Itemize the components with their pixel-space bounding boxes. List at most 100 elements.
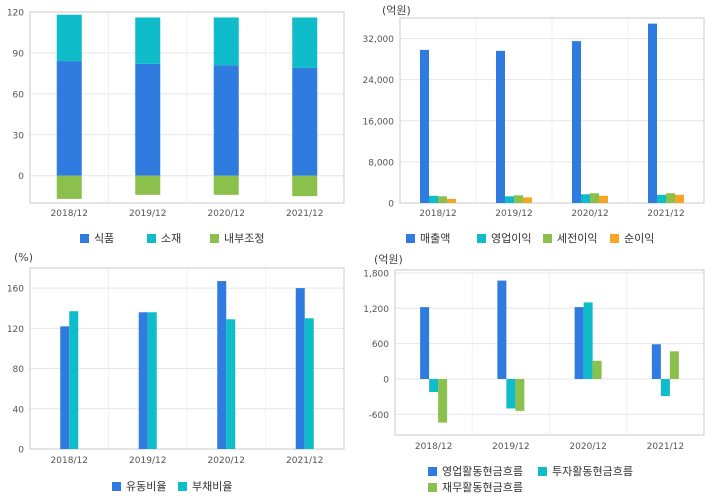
plot-frame	[399, 17, 705, 204]
legend-item[interactable]: 영업이익	[477, 230, 531, 246]
bar	[304, 318, 314, 449]
x-tick-label: 2018/12	[51, 456, 88, 466]
bar	[497, 280, 507, 380]
bar	[135, 175, 161, 195]
bar	[505, 196, 514, 203]
legend-label: 영업이익	[491, 232, 532, 245]
bar	[69, 311, 79, 449]
y-tick-label: 60	[13, 90, 25, 100]
legend-label: 재무활동현금흐름	[442, 481, 523, 494]
x-tick-label: 2019/12	[129, 209, 166, 219]
bar	[429, 195, 438, 203]
legend-swatch	[406, 234, 415, 243]
segment-chart: 0 30 60 90 120 2018/12 2019/12 2020/12 2021/12 식…	[0, 0, 360, 248]
bar	[420, 307, 430, 380]
bar	[295, 288, 305, 449]
x-tick-label: 2020/12	[208, 209, 245, 219]
bar	[226, 319, 236, 449]
y-tick-label: 30	[13, 131, 25, 141]
legend-item[interactable]: 유동비율	[112, 478, 166, 494]
legend-item[interactable]: 부채비율	[178, 478, 232, 494]
legend-item[interactable]: 세전이익	[543, 230, 597, 246]
x-tick-label: 2020/12	[208, 456, 245, 466]
bar	[590, 193, 599, 203]
legend-item[interactable]: 영업활동현금흐름	[428, 463, 523, 479]
income-chart-plot: 0 8,000 16,000 24,000 32,000 2018/12 2019/12 20…	[363, 17, 705, 219]
bar	[438, 196, 447, 203]
legend-label: 식품	[94, 232, 115, 245]
bar	[515, 379, 525, 411]
legend-item[interactable]: 매출액	[406, 230, 450, 246]
bar	[60, 326, 70, 449]
bar	[56, 175, 82, 199]
legend-label: 영업활동현금흐름	[442, 465, 523, 478]
bar	[583, 302, 593, 380]
chart-unit: (%)	[14, 251, 34, 264]
y-tick-label: 24,000	[363, 76, 395, 86]
ratio-chart: (%) 0 40 80 120 160 2018/12 2019/12 2020/12 2021…	[0, 248, 360, 496]
x-tick-label: 2019/12	[492, 442, 529, 452]
y-tick-label: 90	[13, 49, 25, 59]
bar	[523, 197, 532, 203]
bar	[56, 61, 82, 176]
x-tick-label: 2021/12	[286, 209, 323, 219]
bar	[429, 379, 439, 392]
legend-item[interactable]: 순이익	[610, 230, 654, 246]
legend-label: 투자활동현금흐름	[552, 465, 633, 478]
legend-item[interactable]: 재무활동현금흐름	[428, 479, 523, 495]
bar	[217, 281, 227, 449]
bar	[447, 198, 456, 203]
bar	[599, 195, 608, 203]
bar	[292, 175, 318, 197]
legend-label: 소재	[161, 232, 182, 245]
legend-label: 순이익	[624, 232, 655, 245]
y-tick-label: -600	[369, 411, 390, 421]
legend-swatch	[112, 482, 121, 491]
bar	[648, 23, 657, 204]
y-tick-label: 32,000	[363, 35, 395, 45]
legend-item[interactable]: 식품	[80, 230, 114, 246]
bar	[581, 194, 590, 203]
x-tick-label: 2021/12	[286, 456, 323, 466]
y-tick-label: 0	[18, 446, 24, 456]
bar	[135, 17, 161, 64]
y-tick-label: 40	[13, 405, 25, 415]
bar	[666, 193, 675, 203]
legend-swatch	[428, 467, 437, 476]
x-tick-label: 2018/12	[415, 442, 452, 452]
legend-item[interactable]: 내부조정	[210, 230, 264, 246]
bar	[420, 49, 429, 203]
y-tick-label: 600	[372, 340, 389, 350]
legend-label: 내부조정	[224, 232, 265, 245]
ratio-chart-plot: 0 40 80 120 160 2018/12 2019/12 2020/12 2021/12	[7, 267, 345, 466]
y-tick-label: 8,000	[368, 158, 394, 168]
plot-frame	[29, 11, 345, 204]
y-tick-label: 120	[7, 9, 24, 19]
cashflow-chart-plot: -600 0 600 1,200 1,800 2018/12 2019/12 2020/12 2…	[363, 269, 705, 452]
plot-frame	[29, 267, 345, 450]
legend-swatch	[543, 234, 552, 243]
cashflow-chart: (억원) -600 0 600 1,200 1,800 2018/12 2019/12 202…	[360, 248, 720, 496]
bar	[213, 17, 239, 66]
legend-swatch	[610, 234, 619, 243]
legend-item[interactable]: 투자활동현금흐름	[538, 463, 633, 479]
bar	[651, 344, 661, 380]
y-tick-label: 160	[7, 285, 24, 295]
legend-item[interactable]: 소재	[147, 230, 181, 246]
bar	[292, 67, 318, 176]
legend-label: 매출액	[420, 232, 451, 245]
plot-frame	[394, 269, 705, 436]
chart-unit: (억원)	[382, 4, 411, 17]
bar	[147, 312, 157, 449]
bar	[56, 14, 82, 62]
x-tick-label: 2019/12	[495, 209, 532, 219]
legend-swatch	[80, 234, 89, 243]
x-tick-label: 2020/12	[569, 442, 606, 452]
income-chart-legend: 매출액 영업이익 세전이익 순이익	[360, 226, 720, 246]
y-tick-label: 120	[7, 325, 24, 335]
y-tick-label: 0	[383, 376, 389, 386]
income-chart: (억원) 0 8,000 16,000 24,000 32,000 2018/12 2019…	[360, 0, 720, 248]
x-tick-label: 2020/12	[571, 209, 608, 219]
x-tick-label: 2019/12	[129, 456, 166, 466]
